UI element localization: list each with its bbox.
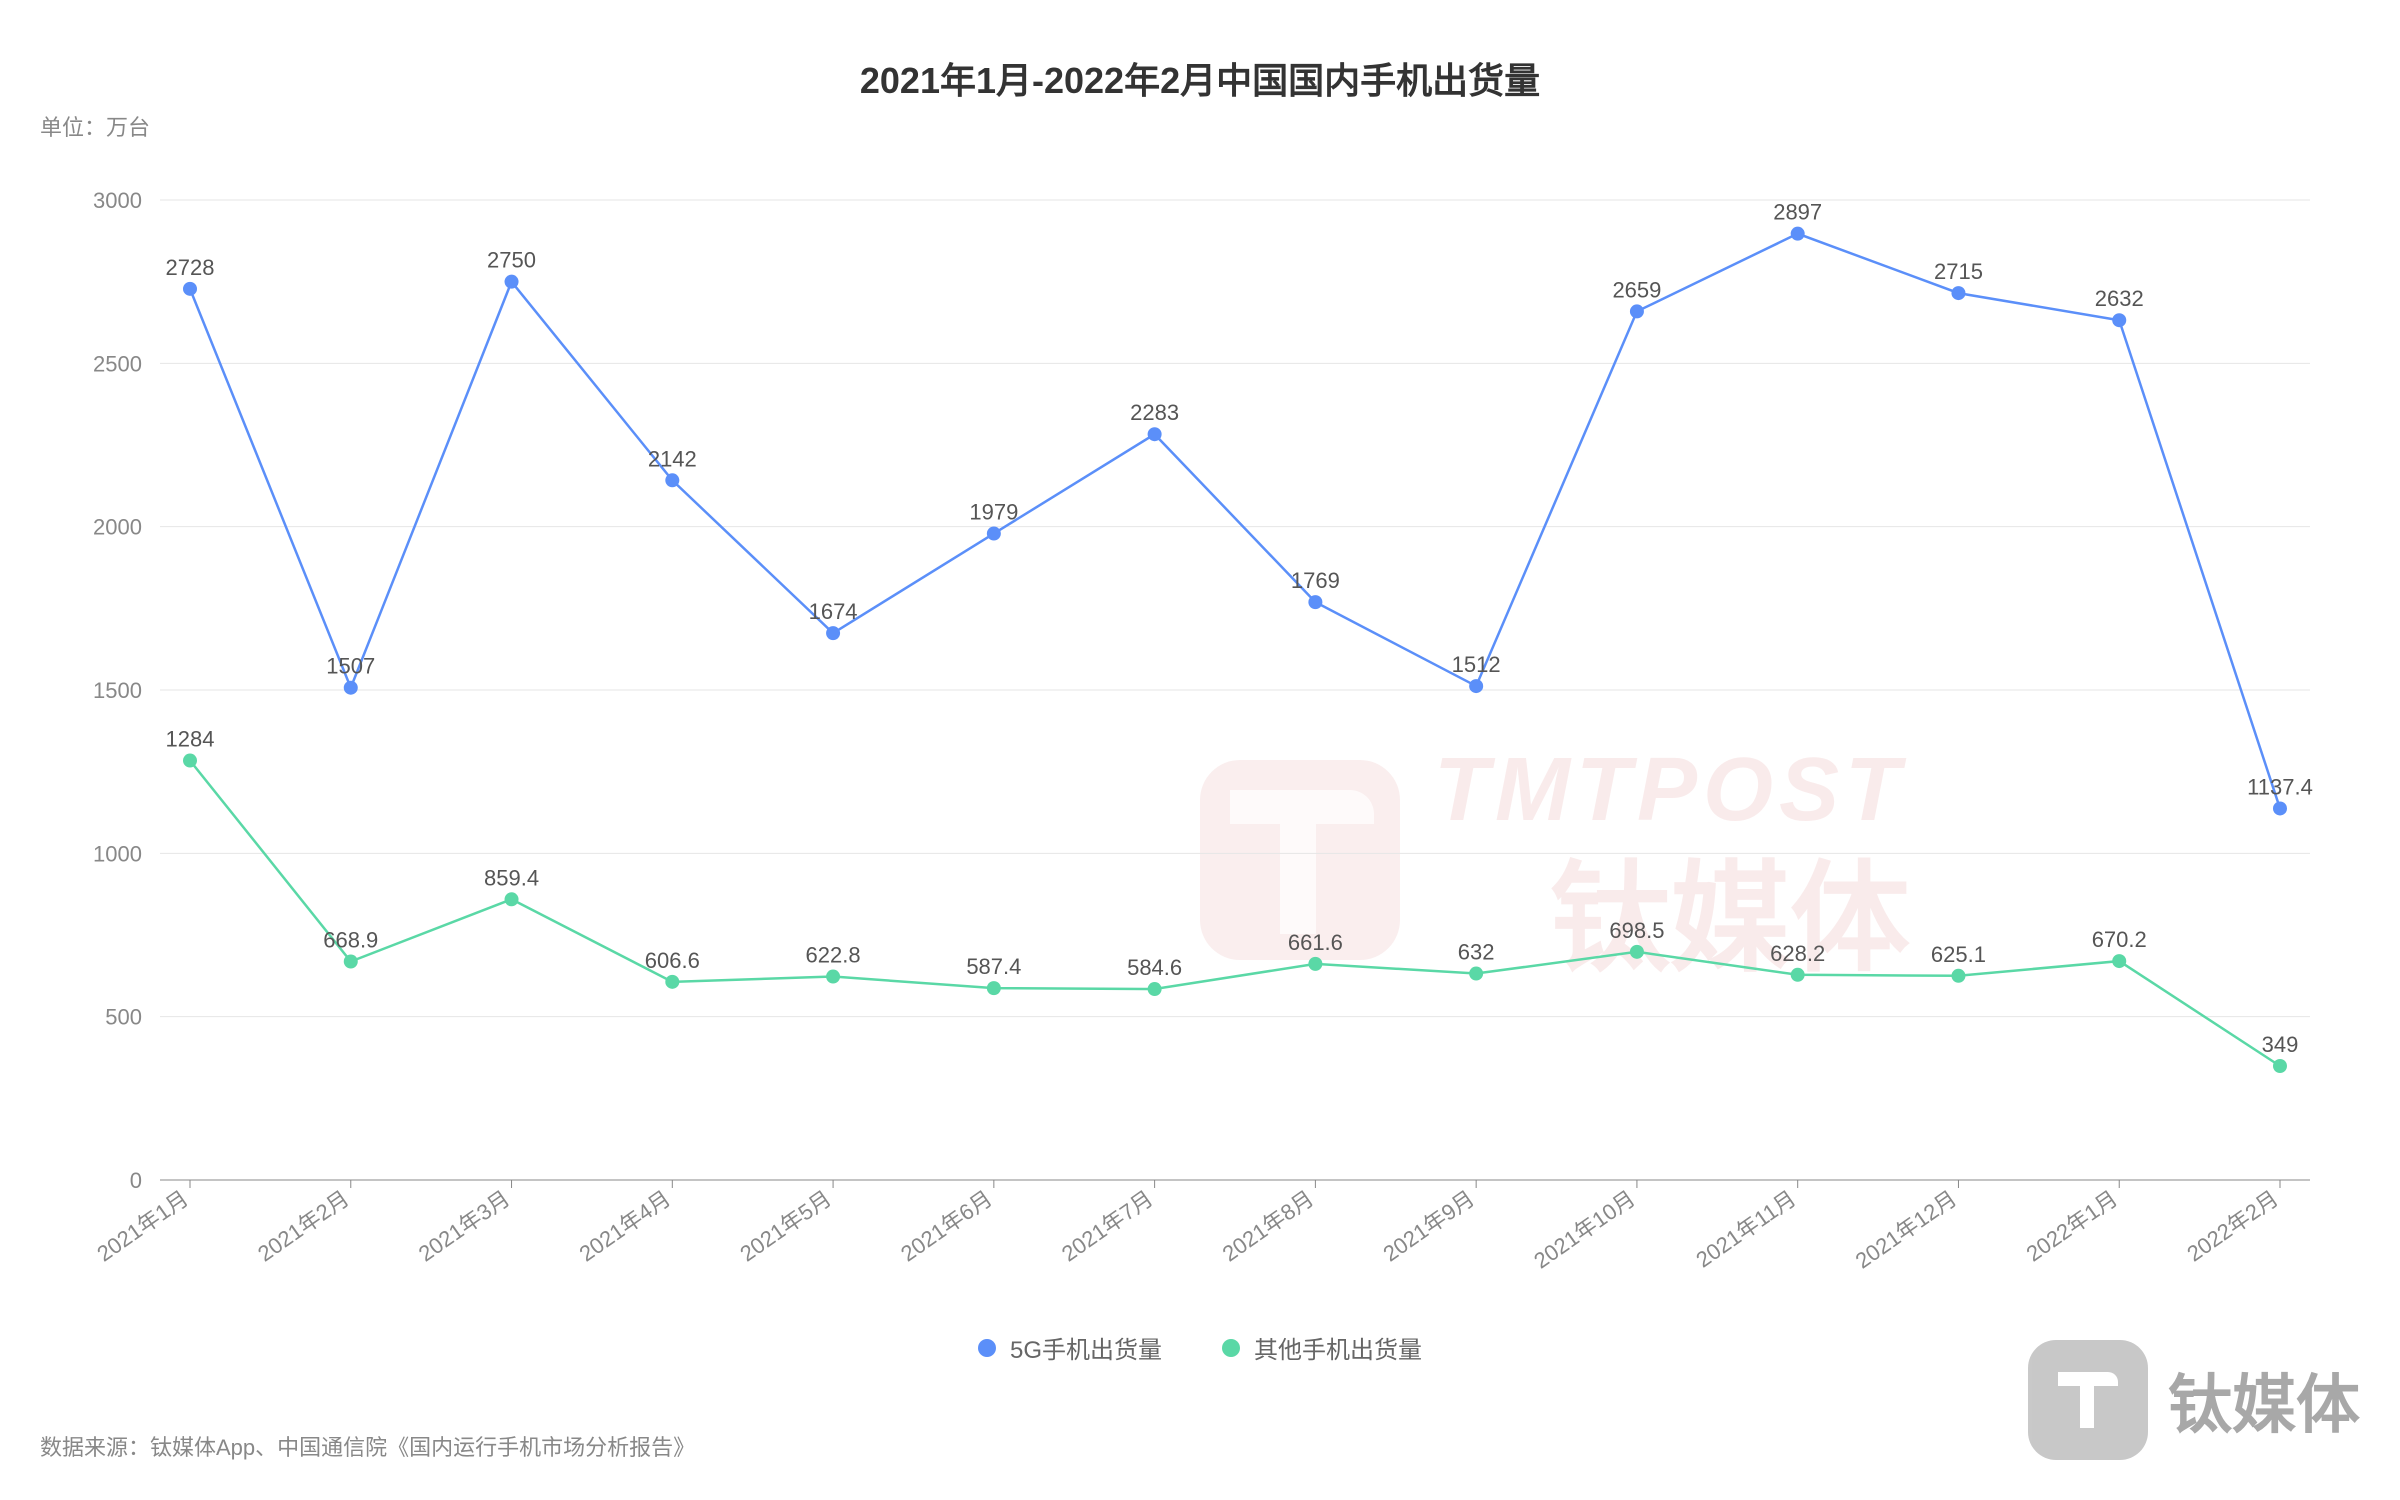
svg-text:628.2: 628.2 [1770, 941, 1825, 966]
svg-text:625.1: 625.1 [1931, 942, 1986, 967]
legend-label: 其他手机出货量 [1254, 1330, 1422, 1365]
chart-title: 2021年1月-2022年2月中国国内手机出货量 [0, 52, 2400, 104]
legend-label: 5G手机出货量 [1010, 1330, 1162, 1365]
svg-text:500: 500 [105, 1005, 142, 1030]
svg-text:1137.4: 1137.4 [2247, 774, 2313, 799]
svg-text:2500: 2500 [93, 351, 142, 376]
svg-text:3000: 3000 [93, 188, 142, 213]
svg-text:668.9: 668.9 [323, 927, 378, 952]
svg-text:2021年3月: 2021年3月 [414, 1186, 515, 1267]
svg-text:1979: 1979 [969, 500, 1018, 525]
line-chart: 0 500 1000 1500 2000 2500 3000 2021年1月 2021年2月 20… [80, 160, 2350, 1310]
svg-text:1000: 1000 [93, 841, 142, 866]
svg-text:2021年7月: 2021年7月 [1057, 1186, 1158, 1267]
svg-text:2021年4月: 2021年4月 [575, 1186, 676, 1267]
svg-text:587.4: 587.4 [966, 954, 1021, 979]
svg-text:2021年8月: 2021年8月 [1218, 1186, 1319, 1267]
svg-text:2021年9月: 2021年9月 [1379, 1186, 1480, 1267]
svg-text:859.4: 859.4 [484, 865, 539, 890]
svg-text:2659: 2659 [1612, 277, 1661, 302]
svg-text:1769: 1769 [1291, 568, 1340, 593]
svg-text:1507: 1507 [326, 654, 375, 679]
svg-text:670.2: 670.2 [2092, 927, 2147, 952]
legend-dot-icon [978, 1339, 996, 1357]
svg-text:2632: 2632 [2095, 286, 2144, 311]
svg-text:1500: 1500 [93, 678, 142, 703]
svg-text:2000: 2000 [93, 515, 142, 540]
svg-text:1284: 1284 [166, 727, 215, 752]
watermark-logo-icon [2028, 1340, 2148, 1460]
svg-text:698.5: 698.5 [1609, 918, 1664, 943]
svg-text:2021年11月: 2021年11月 [1691, 1186, 1800, 1273]
svg-text:2750: 2750 [487, 248, 536, 273]
svg-text:0: 0 [130, 1168, 142, 1193]
legend-dot-icon [1222, 1339, 1240, 1357]
unit-label: 单位：万台 [40, 110, 150, 142]
svg-text:1674: 1674 [809, 599, 858, 624]
svg-text:606.6: 606.6 [645, 948, 700, 973]
legend-item-5g: 5G手机出货量 [978, 1330, 1162, 1365]
svg-text:584.6: 584.6 [1127, 955, 1182, 980]
svg-text:2021年2月: 2021年2月 [253, 1186, 354, 1267]
svg-text:2283: 2283 [1130, 400, 1179, 425]
svg-text:2142: 2142 [648, 446, 697, 471]
legend-item-other: 其他手机出货量 [1222, 1330, 1422, 1365]
svg-text:2715: 2715 [1934, 259, 1983, 284]
svg-text:2021年5月: 2021年5月 [735, 1186, 836, 1267]
chart-container: TMTPOST钛媒体 2021年1月-2022年2月中国国内手机出货量 单位：万… [0, 0, 2400, 1500]
svg-text:2021年1月: 2021年1月 [92, 1186, 193, 1267]
svg-text:2021年6月: 2021年6月 [896, 1186, 997, 1267]
svg-text:2022年2月: 2022年2月 [2182, 1186, 2283, 1267]
svg-text:661.6: 661.6 [1288, 930, 1343, 955]
svg-text:622.8: 622.8 [806, 943, 861, 968]
watermark-corner: 钛媒体 [2028, 1340, 2360, 1460]
legend: 5G手机出货量 其他手机出货量 [978, 1330, 1422, 1365]
svg-text:2021年10月: 2021年10月 [1529, 1186, 1640, 1274]
svg-text:2021年12月: 2021年12月 [1851, 1186, 1962, 1274]
data-source-label: 数据来源：钛媒体App、中国通信院《国内运行手机市场分析报告》 [40, 1430, 695, 1462]
svg-text:349: 349 [2262, 1032, 2299, 1057]
watermark-text: 钛媒体 [2168, 1354, 2360, 1446]
svg-text:2022年1月: 2022年1月 [2022, 1186, 2123, 1267]
svg-text:2728: 2728 [166, 255, 215, 280]
svg-text:1512: 1512 [1452, 652, 1501, 677]
svg-text:2897: 2897 [1773, 200, 1822, 225]
svg-text:632: 632 [1458, 940, 1495, 965]
